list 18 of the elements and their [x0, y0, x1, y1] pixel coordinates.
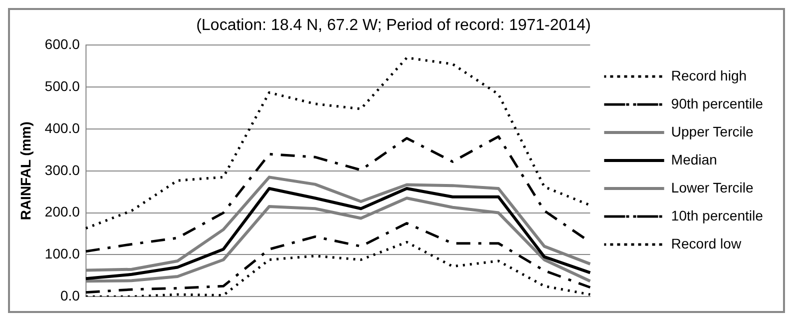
- y-tick-label: 600.0: [44, 36, 80, 52]
- line-series: [84, 56, 592, 230]
- legend-label: Lower Tercile: [671, 179, 754, 196]
- y-tick-label: 300.0: [44, 162, 80, 178]
- y-tick-label: 0.0: [60, 287, 80, 304]
- y-tick-label: 400.0: [44, 120, 80, 136]
- legend-label: 10th percentile: [671, 207, 764, 224]
- legend-label: 90th percentile: [671, 95, 764, 112]
- legend-label: Median: [671, 151, 718, 168]
- y-axis-title: RAINFAL (mm): [17, 122, 34, 220]
- y-tick-label: 100.0: [44, 246, 80, 262]
- legend-label: Upper Tercile: [671, 123, 754, 140]
- legend-label: Record low: [671, 235, 742, 252]
- legend-label: Record high: [671, 67, 747, 84]
- chart-title: (Location: 18.4 N, 67.2 W; Period of record: 1971-2014): [196, 17, 591, 34]
- y-tick-label: 500.0: [44, 78, 80, 94]
- line-series: [84, 222, 592, 294]
- y-tick-label: 200.0: [44, 204, 80, 220]
